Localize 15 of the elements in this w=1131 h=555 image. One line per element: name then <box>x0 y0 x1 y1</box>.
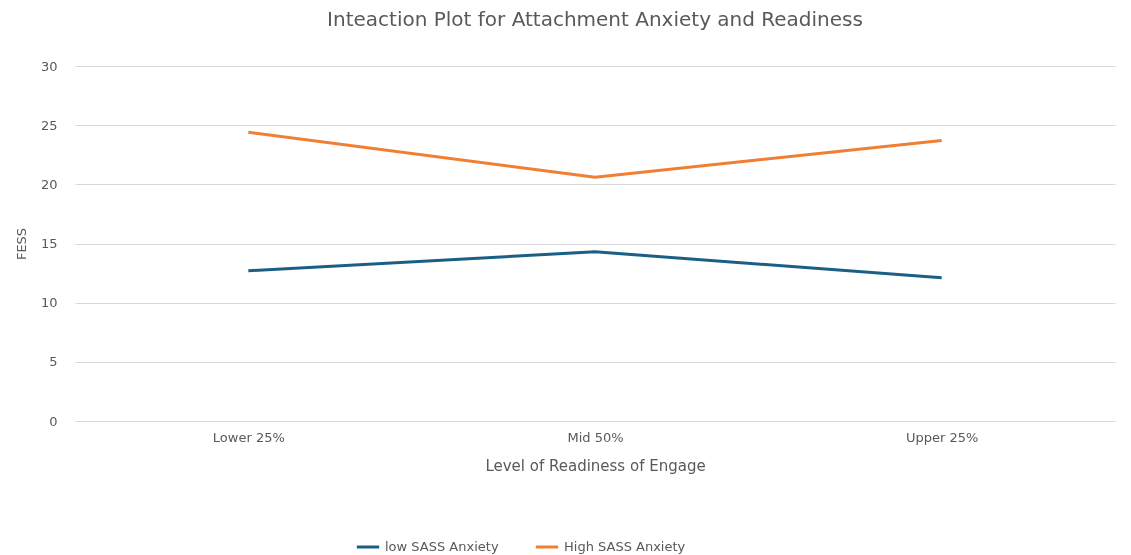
y-tick-label: 25 <box>40 117 58 133</box>
chart-title: Inteaction Plot for Attachment Anxiety and Readiness <box>327 7 863 31</box>
x-axis-title: Level of Readiness of Engage <box>485 456 706 475</box>
x-tick-label: Lower 25% <box>212 429 285 445</box>
y-tick-label: 10 <box>40 295 58 311</box>
y-tick-label: 30 <box>40 58 58 74</box>
x-tick-label: Mid 50% <box>567 429 624 445</box>
x-tick-label: Upper 25% <box>905 429 979 445</box>
y-tick-label: 15 <box>40 236 58 251</box>
y-tick-label: 20 <box>40 176 58 192</box>
y-tick-label: 0 <box>49 413 58 429</box>
y-axis-title: FESS <box>13 227 29 261</box>
legend-label: High SASS Anxiety <box>564 539 686 554</box>
legend-label: low SASS Anxiety <box>385 539 499 554</box>
y-tick-label: 5 <box>49 354 58 370</box>
